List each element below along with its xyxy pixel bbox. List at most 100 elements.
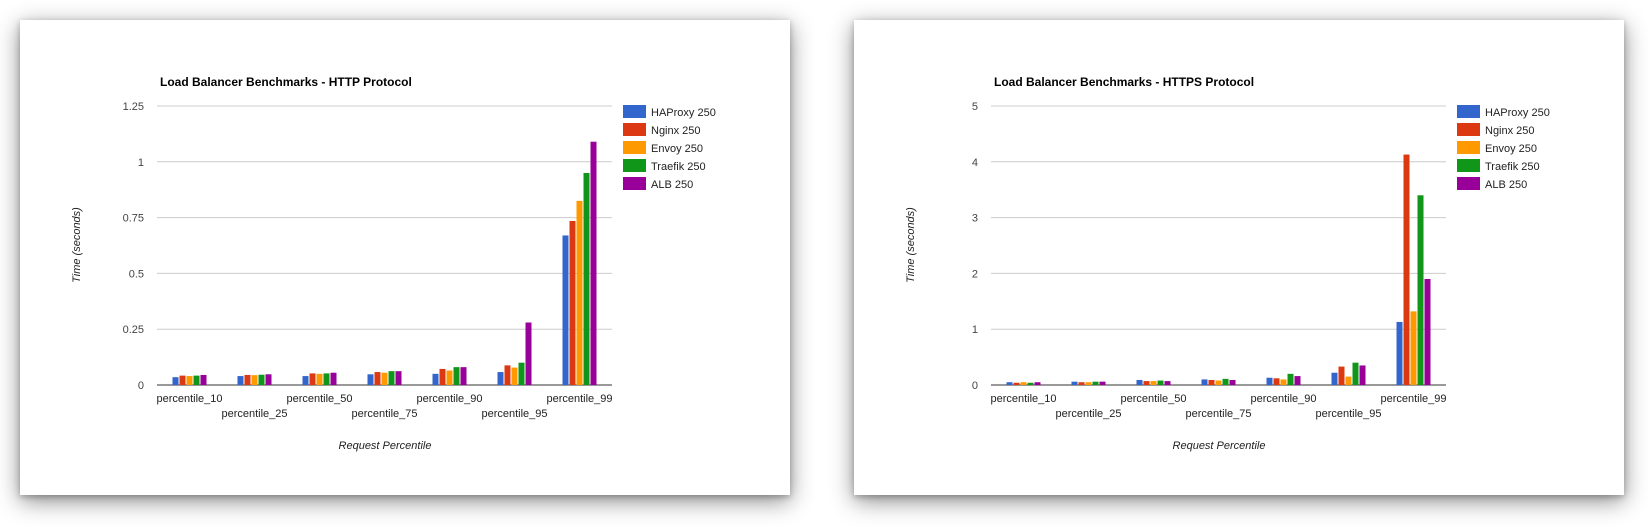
y-tick-label: 0.25: [123, 324, 144, 336]
bar: [251, 375, 258, 385]
y-tick-label: 4: [972, 157, 978, 169]
x-tick-label: percentile_90: [416, 393, 482, 405]
x-tick-label: percentile_75: [1185, 408, 1251, 420]
bar: [172, 377, 179, 385]
y-tick-label: 0: [972, 380, 978, 392]
legend-swatch: [623, 105, 646, 118]
gridlines: [991, 105, 1446, 386]
bar: [1403, 154, 1410, 385]
x-tick-label: percentile_99: [546, 393, 612, 405]
bar: [1078, 382, 1085, 385]
bar: [497, 372, 504, 385]
bar: [1157, 380, 1164, 385]
http-chart: Load Balancer Benchmarks - HTTP Protocol…: [71, 75, 716, 452]
http-chart-card: Load Balancer Benchmarks - HTTP Protocol…: [20, 20, 790, 495]
y-tick-label: 0.5: [129, 268, 144, 280]
bar: [374, 372, 381, 385]
x-tick-label: percentile_99: [1380, 393, 1446, 405]
bar: [265, 374, 272, 385]
legend-swatch: [1457, 141, 1480, 154]
bar: [237, 376, 244, 385]
bar: [446, 370, 453, 385]
y-tick-label: 0.75: [123, 213, 144, 225]
bar: [179, 375, 186, 385]
y-axis-title: Time (seconds): [905, 207, 917, 283]
https-chart-card: Load Balancer Benchmarks - HTTPS Protoco…: [854, 20, 1624, 495]
bar: [1208, 379, 1215, 385]
bar: [309, 373, 316, 385]
bar: [511, 367, 518, 385]
legend: HAProxy 250 Nginx 250 Envoy 250 Traefik 250…: [1457, 105, 1550, 191]
y-tick-label: 5: [972, 101, 978, 113]
x-tick-label: percentile_75: [351, 408, 417, 420]
bar: [453, 367, 460, 385]
bar: [1143, 381, 1150, 385]
bar: [1164, 381, 1171, 385]
bar: [1092, 381, 1099, 385]
chart-title: Load Balancer Benchmarks - HTTPS Protoco…: [994, 75, 1254, 89]
y-tick-labels: 0 0.25 0.5 0.75 1 1.25: [123, 101, 144, 392]
y-axis-title: Time (seconds): [71, 207, 83, 283]
bar: [186, 376, 193, 385]
y-tick-labels: 0 1 2 3 4 5: [972, 101, 978, 392]
bar: [1266, 377, 1273, 385]
bar: [1424, 278, 1431, 385]
bar: [583, 172, 590, 385]
legend-label: Envoy 250: [1485, 143, 1537, 155]
legend-swatch: [1457, 159, 1480, 172]
legend-swatch: [1457, 177, 1480, 190]
x-tick-label: percentile_25: [221, 408, 287, 420]
legend-swatch: [623, 123, 646, 136]
x-tick-label: percentile_90: [1250, 393, 1316, 405]
bar: [1294, 376, 1301, 385]
legend-swatch: [623, 177, 646, 190]
legend-swatch: [1457, 105, 1480, 118]
legend-label: HAProxy 250: [651, 107, 716, 119]
bar: [316, 373, 323, 385]
bar: [1034, 382, 1041, 385]
bar: [302, 376, 309, 385]
bar: [395, 371, 402, 385]
bar: [439, 368, 446, 385]
legend-label: Nginx 250: [1485, 125, 1535, 137]
bar: [1396, 321, 1403, 385]
legend-swatch: [623, 159, 646, 172]
bar: [1280, 379, 1287, 385]
bar: [1417, 195, 1424, 385]
y-tick-label: 0: [138, 380, 144, 392]
bar: [1345, 376, 1352, 385]
legend-label: Envoy 250: [651, 143, 703, 155]
bar: [193, 375, 200, 385]
y-tick-label: 1: [972, 324, 978, 336]
x-axis-title: Request Percentile: [339, 440, 432, 452]
bar: [1229, 379, 1236, 385]
bar: [200, 374, 207, 385]
bar: [1071, 381, 1078, 385]
legend-label: Traefik 250: [651, 161, 706, 173]
x-tick-label: percentile_50: [1120, 393, 1186, 405]
bar: [1215, 380, 1222, 385]
bar: [1222, 378, 1229, 385]
bar: [432, 373, 439, 385]
bar: [367, 374, 374, 385]
x-tick-label: percentile_25: [1055, 408, 1121, 420]
bar: [381, 372, 388, 385]
gridlines: [157, 105, 612, 386]
x-tick-label: percentile_50: [286, 393, 352, 405]
legend-swatch: [1457, 123, 1480, 136]
bar: [1136, 379, 1143, 385]
bar: [460, 367, 467, 385]
bar: [244, 374, 251, 385]
legend-label: ALB 250: [651, 179, 693, 191]
x-tick-labels: percentile_10percentile_25percentile_50p…: [990, 393, 1446, 420]
y-tick-label: 2: [972, 268, 978, 280]
x-axis-title: Request Percentile: [1173, 440, 1266, 452]
bars: [1006, 154, 1431, 385]
bar: [1359, 365, 1366, 385]
legend: HAProxy 250 Nginx 250 Envoy 250 Traefik 250…: [623, 105, 716, 191]
bar: [1287, 373, 1294, 385]
legend-swatch: [623, 141, 646, 154]
x-tick-label: percentile_10: [156, 393, 222, 405]
x-tick-label: percentile_95: [481, 408, 547, 420]
y-tick-label: 1.25: [123, 101, 144, 113]
